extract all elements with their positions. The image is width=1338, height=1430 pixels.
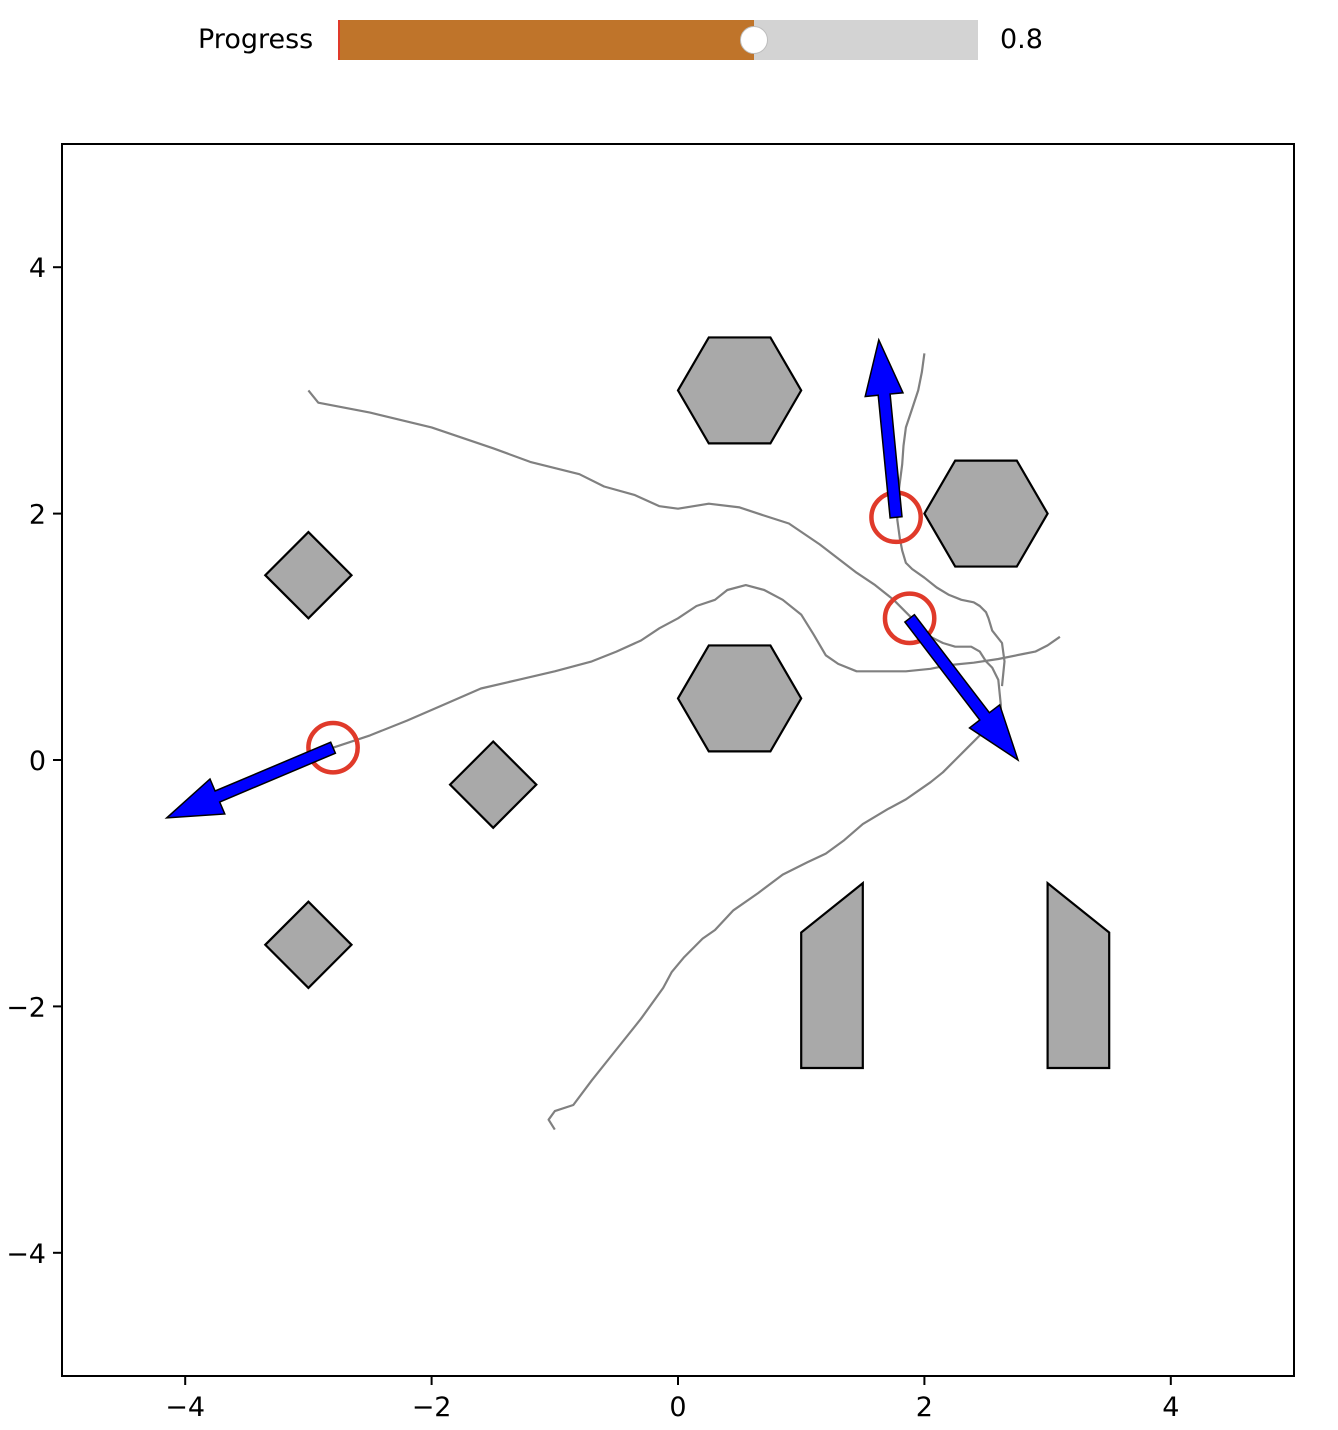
y-tick-label: 0 xyxy=(29,746,46,777)
x-tick-label: −4 xyxy=(165,1392,205,1423)
trajectory-line-1 xyxy=(332,584,1061,749)
progress-slider-fill xyxy=(338,20,754,60)
x-tick-label: 4 xyxy=(1162,1392,1179,1423)
obstacle-diamond-1 xyxy=(263,900,354,990)
agent-circle-2 xyxy=(882,591,937,646)
x-tick-label: 2 xyxy=(916,1392,933,1423)
y-tick-label: −2 xyxy=(6,992,46,1023)
trajectory-line-0 xyxy=(307,389,1002,1131)
x-tick-label: 0 xyxy=(669,1392,686,1423)
agents-layer xyxy=(164,337,1020,819)
obstacle-diamond-2 xyxy=(448,739,538,830)
progress-slider-value: 0.8 xyxy=(1000,24,1043,55)
progress-slider-start-marker xyxy=(338,20,340,60)
axes-layer: −4 −2 0 2 4 4 2 0 −2 −4 xyxy=(6,253,1179,1423)
obstacle-hexagon-3 xyxy=(676,336,803,445)
obstacle-polygon-7 xyxy=(1046,880,1111,1070)
trajectories-layer xyxy=(307,353,1061,1131)
velocity-arrow-2 xyxy=(903,613,1020,762)
progress-slider-handle[interactable] xyxy=(740,26,768,54)
y-tick-label: −4 xyxy=(6,1239,46,1270)
obstacle-polygon-6 xyxy=(800,880,864,1070)
plot-frame xyxy=(61,143,1295,1377)
progress-slider-track[interactable] xyxy=(338,20,978,60)
x-tick-label: −2 xyxy=(412,1392,452,1423)
obstacle-diamond-0 xyxy=(263,530,354,620)
obstacle-hexagon-5 xyxy=(676,644,803,753)
velocity-arrow-1 xyxy=(864,337,905,519)
obstacle-hexagon-4 xyxy=(923,459,1049,568)
trajectory-line-2 xyxy=(896,353,1006,687)
y-tick-label: 4 xyxy=(29,253,46,284)
y-tick-label: 2 xyxy=(29,500,46,531)
agent-circle-0 xyxy=(306,720,360,775)
progress-slider-label: Progress xyxy=(198,24,314,55)
obstacles-layer xyxy=(263,336,1111,1070)
velocity-arrow-0 xyxy=(164,741,337,819)
